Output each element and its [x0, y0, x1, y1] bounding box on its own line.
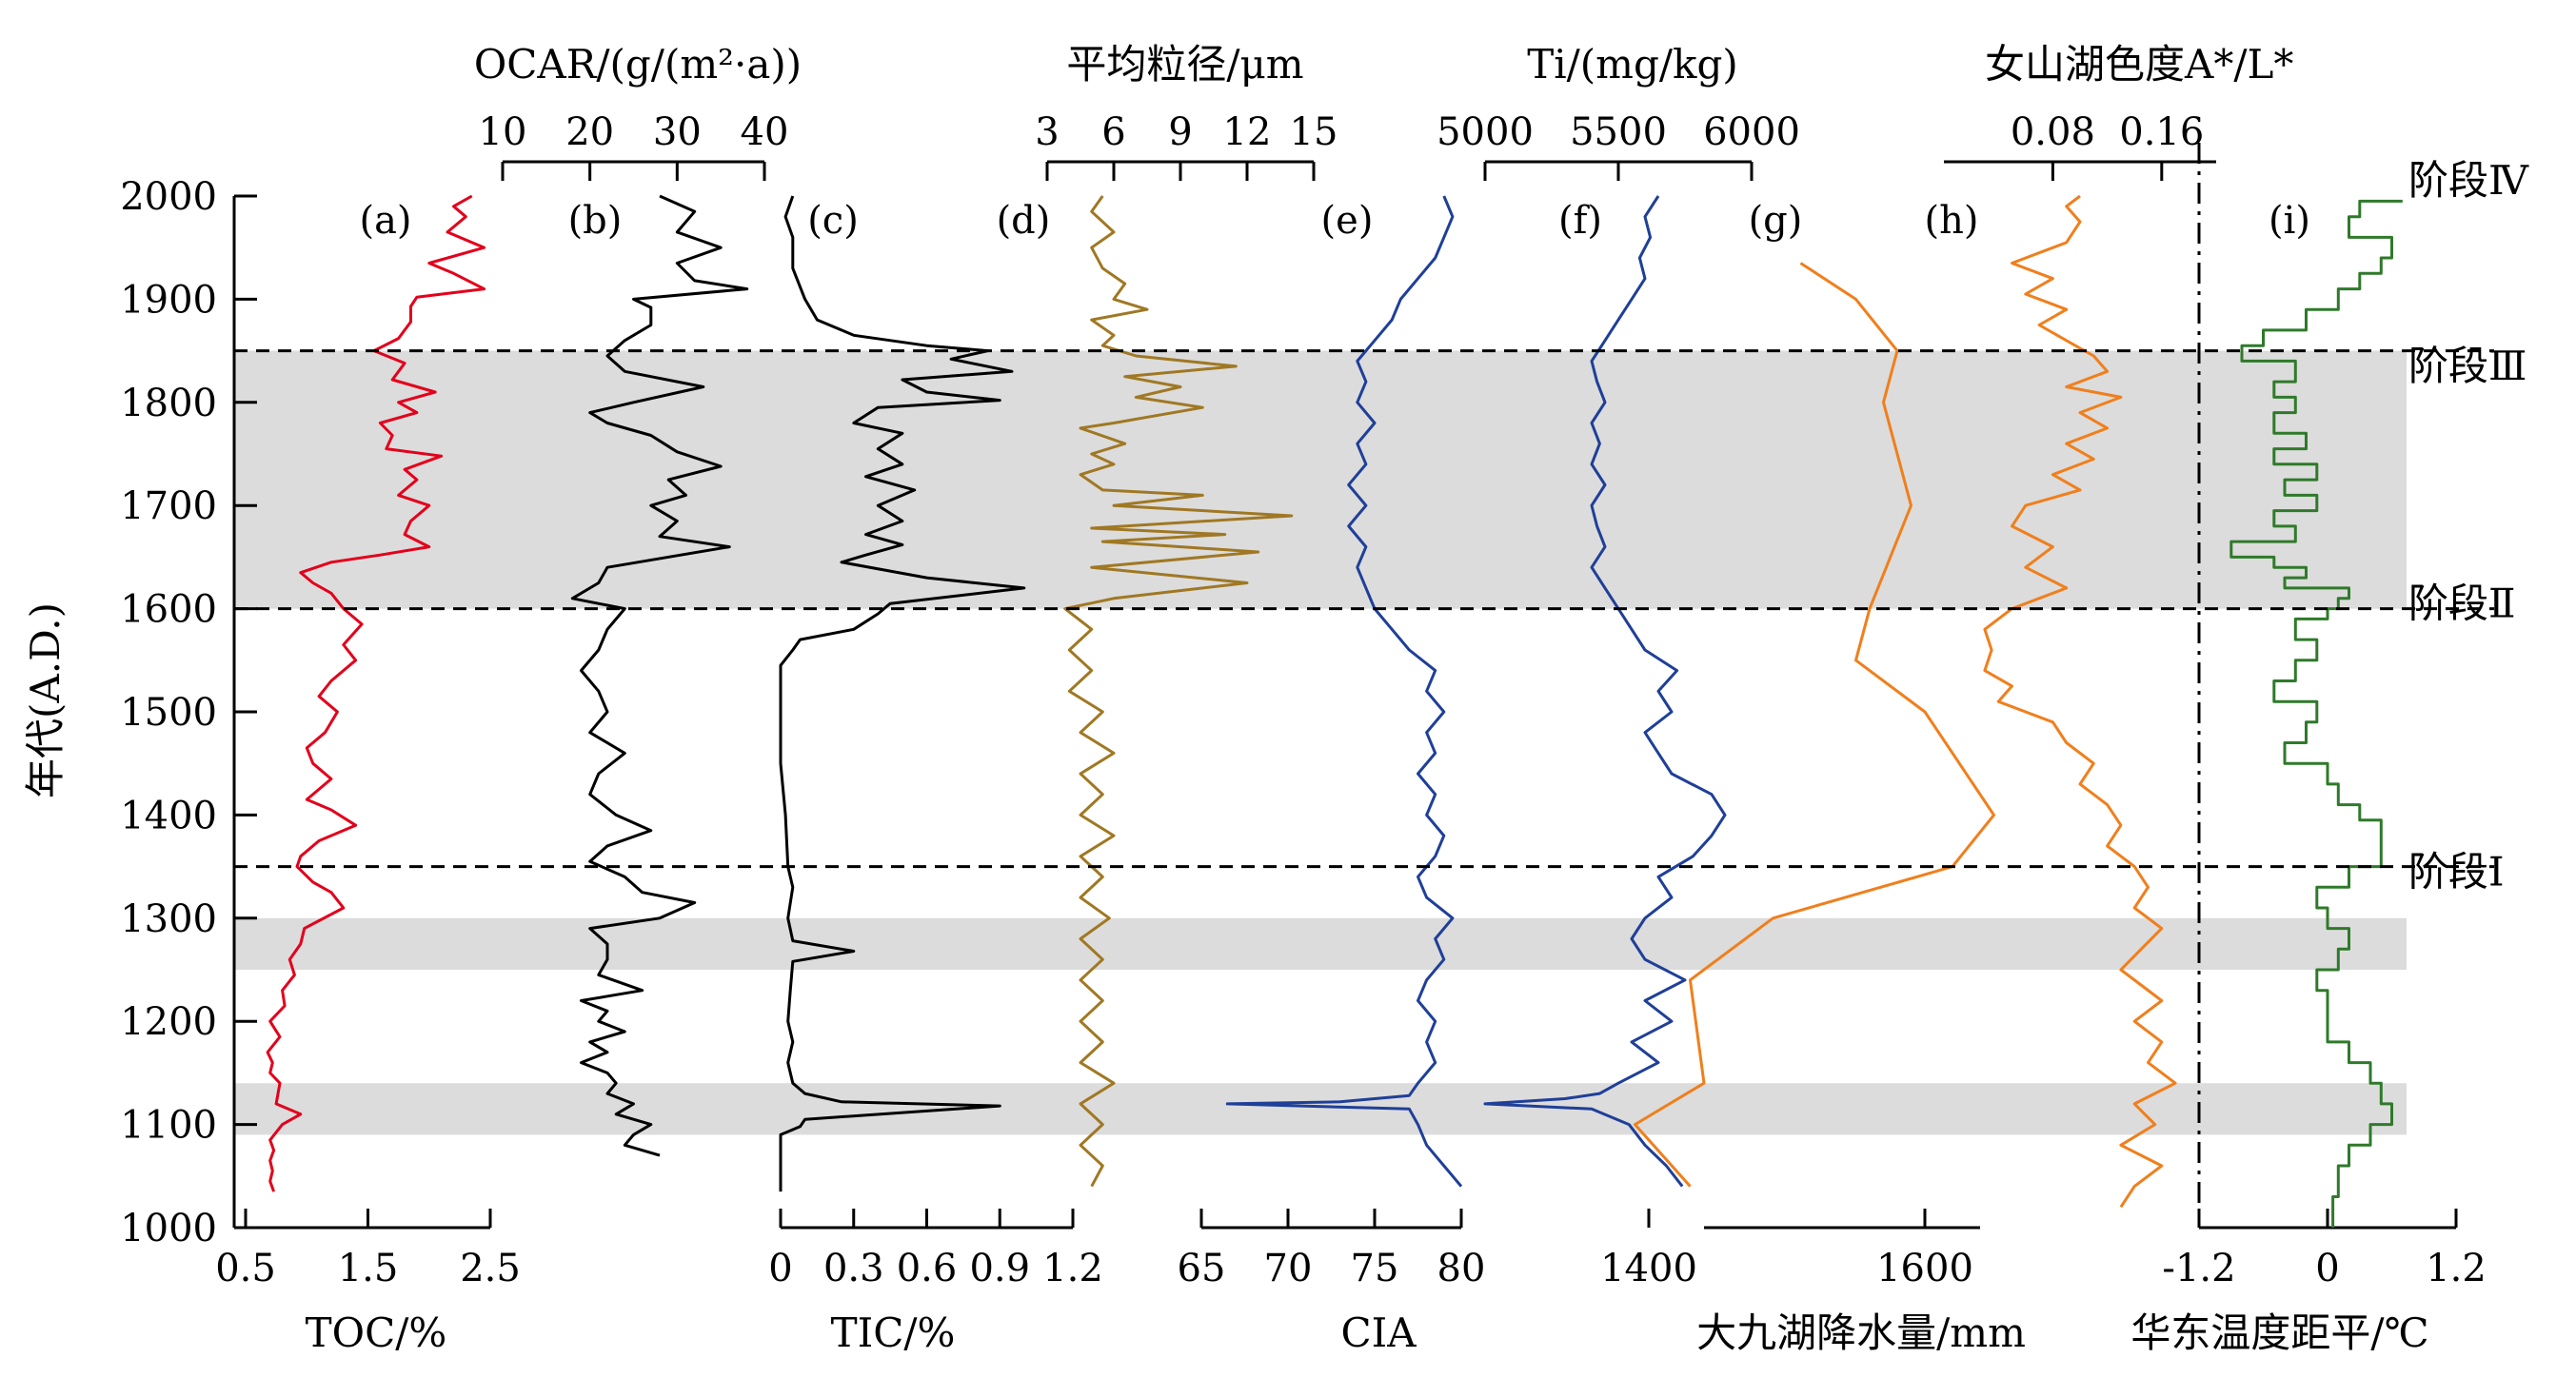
- x-tick-label-b: 40: [741, 110, 789, 154]
- y-tick-label: 1100: [120, 1104, 217, 1148]
- panel-f: 5000 5500 6000 Ti/(mg/kg) (f): [1437, 41, 1800, 1188]
- y-tick-label: 1300: [120, 897, 217, 941]
- x-axis-title-c: TIC/%: [831, 1309, 956, 1356]
- x-tick-label-a: 1.5: [338, 1247, 399, 1290]
- shaded-intervals: [234, 350, 2407, 1135]
- panel-h: 0.08 0.16 女山湖色度A*/L* (h): [1925, 41, 2293, 1209]
- series-line-e: [1225, 195, 1463, 1188]
- panel-b: 10 20 30 40 OCAR/(g/(m²·a)) (b): [474, 41, 802, 1157]
- panel-label-g: (g): [1749, 199, 1803, 243]
- series-line-h: [1983, 194, 2177, 1209]
- x-tick-label-e: 80: [1437, 1247, 1486, 1290]
- x-tick-label-c: 0.3: [823, 1247, 884, 1290]
- x-axis-title-i: 华东温度距平/℃: [2130, 1309, 2428, 1356]
- y-axis-title: 年代(A.D.): [22, 602, 69, 798]
- x-tick-label-b: 10: [479, 110, 527, 154]
- x-tick-label-e: 70: [1264, 1247, 1313, 1290]
- x-tick-label-g: 1400: [1600, 1247, 1697, 1290]
- panel-d: 3 6 9 12 15 平均粒径/μm (d): [997, 41, 1338, 1188]
- x-tick-label-f: 6000: [1703, 110, 1800, 154]
- y-tick-label: 1800: [120, 382, 217, 425]
- y-tick-label: 1200: [120, 1000, 217, 1044]
- series-line-d: [1063, 195, 1294, 1188]
- x-tick-label-i: 1.2: [2426, 1247, 2487, 1290]
- panel-label-c: (c): [807, 199, 859, 243]
- panel-e: 65 70 75 80 CIA (e): [1178, 195, 1486, 1356]
- panel-g: 1400 1600 大九湖降水量/mm (g): [1600, 199, 2026, 1356]
- series-line-f: [1483, 195, 1727, 1188]
- x-tick-label-b: 30: [653, 110, 702, 154]
- panel-i: -1.2 0 1.2 华东温度距平/℃ (i): [2130, 199, 2486, 1356]
- panel-label-h: (h): [1925, 199, 1979, 243]
- panel-label-d: (d): [997, 199, 1051, 243]
- y-tick-label: 1000: [120, 1207, 217, 1250]
- y-tick-label: 1400: [120, 794, 217, 837]
- panel-label-f: (f): [1558, 199, 1602, 243]
- panel-label-e: (e): [1321, 199, 1374, 243]
- x-tick-label-c: 1.2: [1042, 1247, 1103, 1290]
- x-axis-title-e: CIA: [1340, 1309, 1417, 1356]
- stage-label: 阶段Ⅰ: [2408, 848, 2505, 895]
- x-tick-label-c: 0.9: [969, 1247, 1030, 1290]
- series-line-c: [779, 195, 1026, 1192]
- x-axis-title-d: 平均粒径/μm: [1066, 41, 1303, 88]
- x-axis-title-g: 大九湖降水量/mm: [1696, 1309, 2026, 1356]
- x-tick-label-d: 3: [1035, 110, 1059, 154]
- x-tick-label-i: -1.2: [2162, 1247, 2235, 1290]
- y-tick-label: 1900: [120, 278, 217, 322]
- x-tick-label-d: 9: [1168, 110, 1192, 154]
- x-axis-title-b: OCAR/(g/(m²·a)): [474, 41, 802, 88]
- x-tick-label-d: 12: [1223, 110, 1272, 154]
- x-tick-label-e: 65: [1178, 1247, 1226, 1290]
- panel-label-b: (b): [568, 199, 623, 243]
- x-tick-label-f: 5000: [1437, 110, 1534, 154]
- stage-labels: 阶段Ⅳ 阶段Ⅲ 阶段Ⅱ 阶段Ⅰ: [2408, 157, 2529, 895]
- x-tick-label-g: 1600: [1876, 1247, 1973, 1290]
- series-line-a: [266, 194, 486, 1192]
- y-tick-label: 2000: [120, 175, 217, 219]
- panel-label-i: (i): [2269, 199, 2310, 243]
- x-tick-label-e: 75: [1351, 1247, 1399, 1290]
- shaded-interval-2: [234, 1083, 2407, 1135]
- x-axis-title-f: Ti/(mg/kg): [1527, 41, 1738, 88]
- series-line-b: [570, 194, 749, 1157]
- y-tick-label: 1500: [120, 691, 217, 735]
- x-axis-title-h: 女山湖色度A*/L*: [1985, 41, 2293, 88]
- x-tick-label-h: 0.16: [2119, 110, 2204, 154]
- x-tick-label-c: 0: [768, 1247, 792, 1290]
- stage-boundaries: [234, 143, 2494, 1228]
- panel-a: 0.5 1.5 2.5 TOC/% (a): [215, 194, 521, 1356]
- panel-label-a: (a): [359, 199, 411, 243]
- x-tick-label-d: 15: [1290, 110, 1338, 154]
- shaded-interval-1: [234, 917, 2407, 970]
- y-axis: 1000 1100 1200 1300 1400 1500 1600 1700 1800 1900…: [120, 175, 257, 1250]
- x-tick-label-f: 5500: [1570, 110, 1667, 154]
- stage-label: 阶段Ⅳ: [2408, 157, 2529, 204]
- series-line-i: [2229, 199, 2403, 1228]
- y-tick-label: 1600: [120, 588, 217, 632]
- x-tick-label-a: 2.5: [460, 1247, 521, 1290]
- x-tick-label-a: 0.5: [215, 1247, 276, 1290]
- x-tick-label-b: 20: [565, 110, 614, 154]
- series-line-g: [1634, 262, 1995, 1188]
- x-axis-title-a: TOC/%: [306, 1309, 447, 1356]
- x-tick-label-d: 6: [1101, 110, 1125, 154]
- x-tick-label-c: 0.6: [897, 1247, 958, 1290]
- stage-label: 阶段Ⅲ: [2408, 343, 2527, 389]
- x-tick-label-i: 0: [2315, 1247, 2339, 1290]
- shaded-interval-0: [234, 350, 2407, 609]
- y-tick-label: 1700: [120, 484, 217, 528]
- stage-label: 阶段Ⅱ: [2408, 580, 2516, 626]
- x-tick-label-h: 0.08: [2011, 110, 2095, 154]
- panel-c: 0 0.3 0.6 0.9 1.2 TIC/% (c): [768, 195, 1103, 1356]
